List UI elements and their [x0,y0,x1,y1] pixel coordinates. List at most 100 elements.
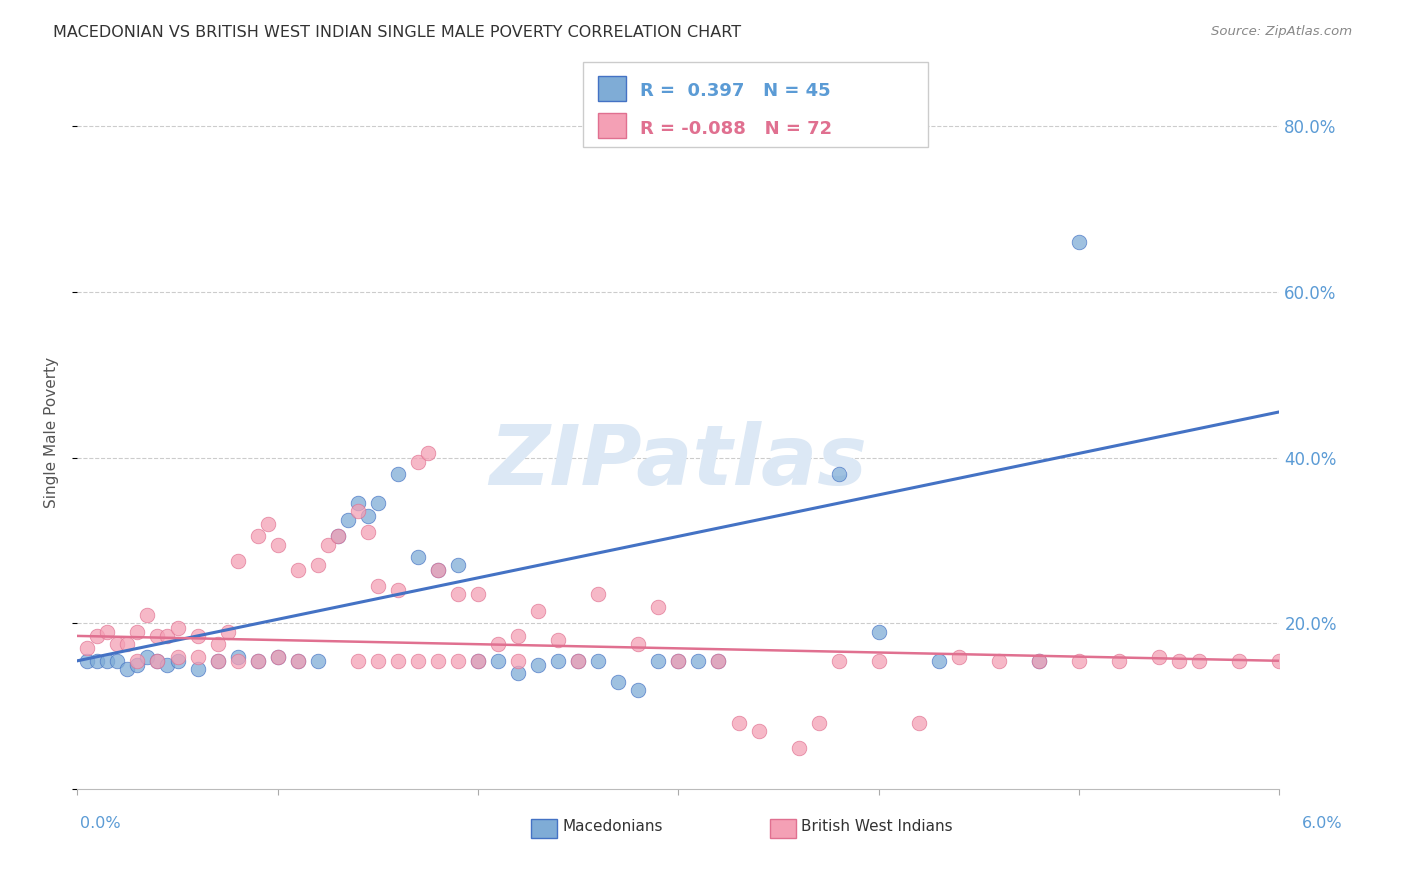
Point [427,562,450,576]
Y-axis label: Single Male Poverty: Single Male Poverty [44,357,59,508]
Point [928,654,950,668]
Point [217,624,239,639]
Point [127,657,149,672]
Point [1108,654,1130,668]
Point [627,682,650,697]
Point [156,657,179,672]
Text: R =  0.397   N = 45: R = 0.397 N = 45 [640,82,831,100]
Point [828,654,851,668]
Point [387,583,409,598]
Point [166,621,188,635]
Point [347,654,370,668]
Point [187,649,209,664]
Point [117,637,139,651]
Point [316,538,339,552]
Point [406,550,429,565]
Point [707,654,730,668]
Point [357,525,380,540]
Point [146,629,169,643]
Point [868,654,890,668]
Point [357,508,380,523]
Point [647,599,669,614]
Point [627,637,650,651]
Point [988,654,1011,668]
Point [1069,654,1091,668]
Point [107,637,129,651]
Point [1149,649,1171,664]
Point [336,513,359,527]
Point [567,654,589,668]
Text: R = -0.088   N = 72: R = -0.088 N = 72 [640,120,832,137]
Point [427,562,450,576]
Point [828,467,851,482]
Point [207,637,229,651]
Point [727,716,749,731]
Point [467,654,489,668]
Text: British West Indians: British West Indians [801,820,953,834]
Point [246,654,269,668]
Point [807,716,830,731]
Point [527,604,550,618]
Point [287,562,309,576]
Point [427,654,450,668]
Point [416,446,439,460]
Point [908,716,931,731]
Point [156,629,179,643]
Point [508,629,530,643]
Point [347,504,370,518]
Point [367,654,389,668]
Point [527,657,550,672]
Point [668,654,690,668]
Point [367,496,389,510]
Text: MACEDONIAN VS BRITISH WEST INDIAN SINGLE MALE POVERTY CORRELATION CHART: MACEDONIAN VS BRITISH WEST INDIAN SINGLE… [53,25,741,40]
Point [347,496,370,510]
Point [406,654,429,668]
Point [246,529,269,543]
Text: ZIPatlas: ZIPatlas [489,421,868,501]
Point [627,119,650,133]
Point [136,608,159,623]
Point [307,654,329,668]
Point [1069,235,1091,249]
Point [146,654,169,668]
Point [127,654,149,668]
Point [1188,654,1211,668]
Point [127,624,149,639]
Point [1028,654,1050,668]
Point [76,641,98,656]
Point [307,558,329,573]
Point [1168,654,1191,668]
Point [567,654,589,668]
Point [447,654,470,668]
Point [868,624,890,639]
Point [948,649,970,664]
Point [668,654,690,668]
Point [267,649,290,664]
Point [707,654,730,668]
Point [267,649,290,664]
Text: Macedonians: Macedonians [562,820,662,834]
Point [1268,654,1291,668]
Point [588,654,610,668]
Point [207,654,229,668]
Text: 0.0%: 0.0% [80,816,121,830]
Point [367,579,389,593]
Point [447,558,470,573]
Point [467,587,489,601]
Point [467,654,489,668]
Point [447,587,470,601]
Point [787,740,810,755]
Point [748,724,770,739]
Point [647,654,669,668]
Point [508,666,530,681]
Point [326,529,349,543]
Point [226,654,249,668]
Point [136,649,159,664]
Point [226,649,249,664]
Point [267,538,290,552]
Point [226,554,249,568]
Point [387,654,409,668]
Point [246,654,269,668]
Point [146,654,169,668]
Point [547,654,569,668]
